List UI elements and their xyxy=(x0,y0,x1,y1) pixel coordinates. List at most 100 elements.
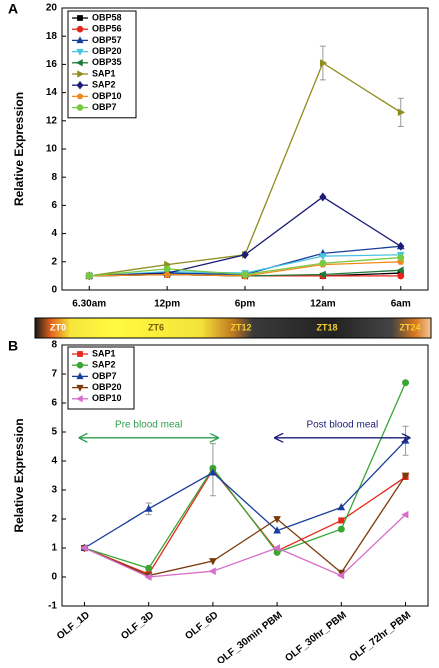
y-tick-label: 8 xyxy=(51,340,57,351)
legend-label: OBP35 xyxy=(92,57,122,67)
x-tick-label: OLF_3D xyxy=(119,610,156,642)
zt-label: ZT24 xyxy=(399,322,420,332)
point xyxy=(144,504,153,512)
series-line xyxy=(84,382,407,570)
legend-marker xyxy=(76,92,84,100)
zt-label: ZT12 xyxy=(230,322,251,332)
legend-marker xyxy=(76,25,84,33)
legend-label: OBP10 xyxy=(92,393,122,403)
legend-label: OBP7 xyxy=(92,371,117,381)
point xyxy=(337,525,345,533)
y-tick-label: 16 xyxy=(46,59,58,70)
point xyxy=(319,192,327,202)
legend-label: OBP57 xyxy=(92,35,122,45)
point xyxy=(85,272,93,280)
y-tick-label: 14 xyxy=(46,87,58,98)
y-tick-label: 7 xyxy=(51,369,57,380)
point xyxy=(319,59,328,67)
point xyxy=(397,272,405,280)
x-tick-label: OLF_6D xyxy=(183,610,220,642)
panel-label: A xyxy=(8,1,18,17)
y-axis-label: Relative Expression xyxy=(12,418,26,532)
y-tick-label: 3 xyxy=(51,485,57,496)
legend-label: SAP1 xyxy=(92,348,116,358)
legend-label: OBP56 xyxy=(92,24,122,34)
y-tick-label: 18 xyxy=(46,31,58,42)
y-tick-label: 10 xyxy=(46,144,58,155)
legend-label: OBP20 xyxy=(92,46,122,56)
series-line xyxy=(84,475,407,577)
y-tick-label: 20 xyxy=(46,3,58,14)
point xyxy=(319,253,327,261)
point xyxy=(397,254,405,262)
point xyxy=(338,517,345,524)
legend-marker xyxy=(77,70,85,78)
point xyxy=(336,571,345,580)
legend-label: OBP58 xyxy=(92,12,122,22)
point xyxy=(80,544,88,552)
point xyxy=(273,526,281,534)
y-tick-label: -1 xyxy=(48,601,57,612)
zt-label: ZT0 xyxy=(50,322,66,332)
point xyxy=(272,544,281,552)
y-tick-label: 0 xyxy=(51,285,57,296)
x-tick-label: 6am xyxy=(391,299,411,310)
y-tick-label: 2 xyxy=(51,256,57,267)
legend-marker xyxy=(77,15,83,21)
y-tick-label: 12 xyxy=(46,115,58,126)
legend-marker xyxy=(77,351,83,357)
point xyxy=(163,265,171,273)
point xyxy=(273,516,281,524)
zt-label: ZT6 xyxy=(148,322,164,332)
point xyxy=(397,241,405,251)
x-tick-label: 12pm xyxy=(154,299,180,310)
legend-label: OBP20 xyxy=(92,382,122,392)
point xyxy=(397,108,406,117)
x-tick-label: OLF_30hr_PBM xyxy=(283,610,348,663)
x-tick-label: OLF_1D xyxy=(55,610,92,642)
point xyxy=(396,266,404,275)
y-tick-label: 6 xyxy=(51,398,57,409)
legend-marker xyxy=(76,48,84,56)
plot-frame xyxy=(61,344,429,607)
y-tick-label: 6 xyxy=(51,200,57,211)
y-tick-label: 0 xyxy=(51,572,57,583)
x-tick-label: OLF_72hr_PBM xyxy=(348,610,413,663)
x-tick-label: OLF_30min PBM xyxy=(215,610,284,663)
zt-bar xyxy=(34,317,432,339)
x-tick-label: 6pm xyxy=(235,299,256,310)
legend-marker xyxy=(76,104,84,111)
legend-label: OBP10 xyxy=(92,91,122,101)
point xyxy=(209,558,217,566)
legend-marker xyxy=(76,372,84,380)
point xyxy=(163,270,171,278)
point xyxy=(209,468,217,476)
y-tick-label: 5 xyxy=(51,427,57,438)
point xyxy=(318,270,326,279)
point xyxy=(208,567,216,576)
y-tick-label: 2 xyxy=(51,514,57,525)
point xyxy=(145,564,153,572)
legend-label: OBP7 xyxy=(92,102,117,112)
y-tick-label: 4 xyxy=(51,456,57,467)
legend-label: SAP2 xyxy=(92,360,116,370)
point xyxy=(337,503,346,511)
point xyxy=(402,379,410,387)
legend-marker xyxy=(76,81,84,90)
y-tick-label: 1 xyxy=(51,543,57,554)
point xyxy=(319,259,327,267)
point xyxy=(241,250,249,260)
legend-label: SAP1 xyxy=(92,68,116,78)
legend-marker xyxy=(76,36,84,44)
legend-marker xyxy=(76,384,84,392)
series-line xyxy=(84,514,406,578)
y-tick-label: 4 xyxy=(51,228,57,239)
annotation: Post blood meal xyxy=(306,419,378,430)
series-line xyxy=(84,468,406,575)
point xyxy=(241,270,249,278)
annotation: Pre blood meal xyxy=(115,419,182,430)
y-tick-label: 8 xyxy=(51,172,57,183)
panel-label: B xyxy=(8,338,18,354)
zt-label: ZT18 xyxy=(316,322,337,332)
